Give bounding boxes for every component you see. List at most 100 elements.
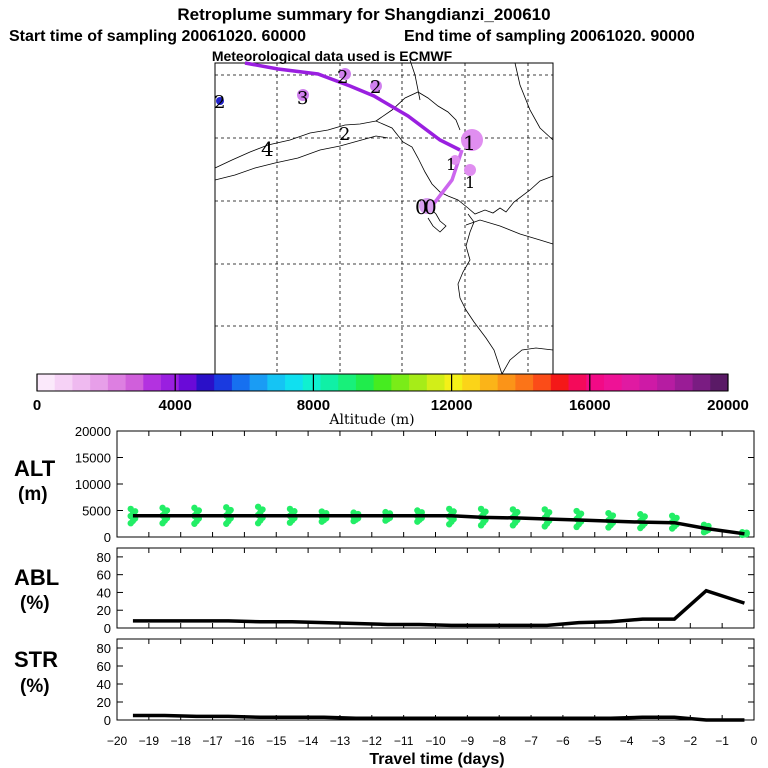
alt-point [318,508,326,515]
abl-ylabel-unit: (%) [20,593,50,614]
alt-point [223,504,230,511]
altitude-colorbar: 0 4000 8000 12000 16000 20000 Altitude (m) [33,373,749,428]
plume-blob [419,198,435,214]
colorbar-tick-label: 4000 [159,397,192,414]
colorbar-cell [161,374,180,391]
colorbar-cell [621,374,640,391]
day-label: 2 [214,92,225,113]
abl-chart-frame [116,547,755,629]
colorbar-cell [143,374,162,391]
alt-ylabel-title: ALT [14,456,56,481]
colorbar-cell [196,374,215,391]
x-tick-label: −9 [461,734,475,748]
colorbar-cell [568,374,587,391]
str-line [132,713,745,722]
colorbar-cell [214,374,233,391]
colorbar-cell [497,374,516,391]
colorbar-cell [603,374,623,391]
plume-blob [339,68,351,80]
map-graticule [215,63,553,374]
x-axis-label: Travel time (days) [369,751,504,768]
plume-track-main [244,61,461,152]
colorbar-tick-label: 12000 [431,397,473,414]
colorbar-cells [37,374,729,391]
alt-point [446,505,453,513]
alt-point [637,511,644,518]
colorbar-tick-label: 20000 [707,397,749,414]
alt-point [414,507,421,514]
x-tick-label: −6 [556,734,570,748]
day-label: 1 [463,131,476,155]
y-tick-label: 40 [97,677,111,692]
colorbar-cell [426,374,446,391]
plume-blob [450,155,460,165]
day-label: 2 [370,77,381,98]
colorbar-title: Altitude (m) [328,412,414,428]
alt-point [159,504,166,512]
abl-line [132,588,745,628]
start-time: Start time of sampling 20061020. 60000 [9,28,306,45]
plume-dot [216,97,224,105]
day-label: 2 [339,124,350,145]
colorbar-tick-label: 0 [33,397,41,414]
x-tick-label: −15 [266,734,287,748]
x-tick-label: −10 [425,734,446,748]
colorbar-cell [462,374,481,391]
x-axis: −20 −19 −18 −17 −16 −15 −14 −13 −12 −11 −10 −9 −8 −7−… [107,734,758,748]
x-tick-label: −16 [234,734,255,748]
colorbar-cell [107,374,127,391]
x-tick-label: −12 [362,734,383,748]
colorbar-cell [373,374,392,391]
x-tick-label: −7 [524,734,538,748]
x-tick-label: −17 [202,734,223,748]
colorbar-cell [639,374,658,391]
str-chart: STR (%) 0 20 40 60 80 [14,638,755,728]
alt-point [605,509,612,517]
plume-blob [464,164,476,176]
x-tick-label: −3 [652,734,666,748]
colorbar-cell [90,374,109,391]
colorbar-cell [444,374,463,391]
x-tick-label: −20 [107,734,128,748]
colorbar-cell [391,374,410,391]
y-tick-label: 20000 [75,424,111,439]
x-tick-label: −14 [298,734,319,748]
plume-blob [297,89,309,101]
map-frame [214,62,554,375]
colorbar-cell [302,374,321,391]
y-tick-label: 20 [97,603,111,618]
met-data-note: Meteorological data used is ECMWF [212,48,453,64]
y-tick-label: 60 [97,568,111,583]
colorbar-cell [285,374,304,391]
y-tick-label: 5000 [82,504,111,519]
x-tick-label: −2 [683,734,697,748]
colorbar-cell [533,374,552,391]
retroplume-map: 2 2 2 3 2 4 1 1 1 0 0 [214,59,554,375]
plume-blob [370,80,382,92]
str-ylabel-unit: (%) [20,676,50,697]
day-label: 1 [465,173,475,192]
colorbar-cell [37,374,56,391]
colorbar-cell [586,374,605,391]
alt-point [541,506,548,513]
alt-point [573,507,580,515]
colorbar-cell [338,374,357,391]
alt-point [477,505,485,513]
colorbar-cell [72,374,91,391]
alt-point [668,512,676,519]
x-tick-label: −18 [171,734,192,748]
colorbar-cell [320,374,339,391]
map-coastlines [214,59,554,375]
y-tick-label: 15000 [75,451,111,466]
x-tick-label: 0 [751,734,758,748]
y-tick-label: 80 [97,550,111,565]
colorbar-ticks: 0 4000 8000 12000 16000 20000 [33,374,749,414]
day-label: 0 [424,195,437,219]
y-tick-label: 10000 [75,477,111,492]
colorbar-cell [125,374,144,391]
y-tick-label: 60 [97,659,111,674]
str-ylabel-title: STR [14,647,58,672]
colorbar-cell [231,374,251,391]
x-tick-label: −1 [715,734,729,748]
